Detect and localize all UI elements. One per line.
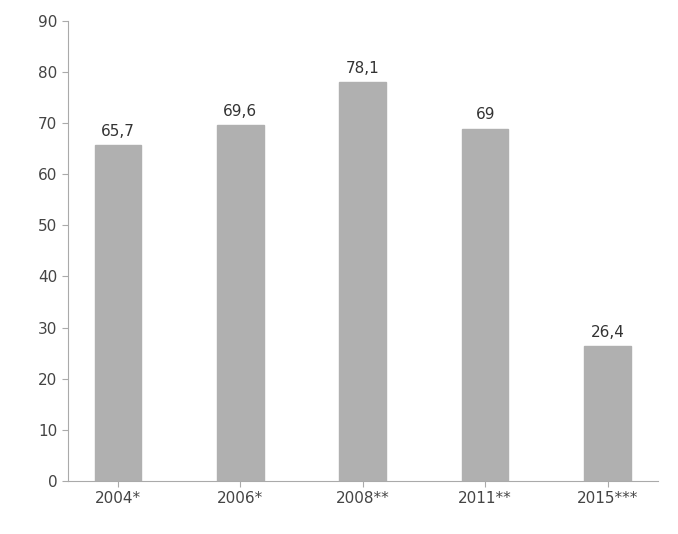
Bar <box>217 125 264 481</box>
Text: 69: 69 <box>475 107 495 122</box>
Text: 65,7: 65,7 <box>101 124 135 139</box>
Text: 26,4: 26,4 <box>591 325 624 340</box>
Text: 78,1: 78,1 <box>346 61 380 76</box>
Bar <box>584 346 631 481</box>
Bar <box>340 82 386 481</box>
Text: 69,6: 69,6 <box>223 104 258 119</box>
Bar <box>462 129 508 481</box>
Bar <box>95 145 141 481</box>
